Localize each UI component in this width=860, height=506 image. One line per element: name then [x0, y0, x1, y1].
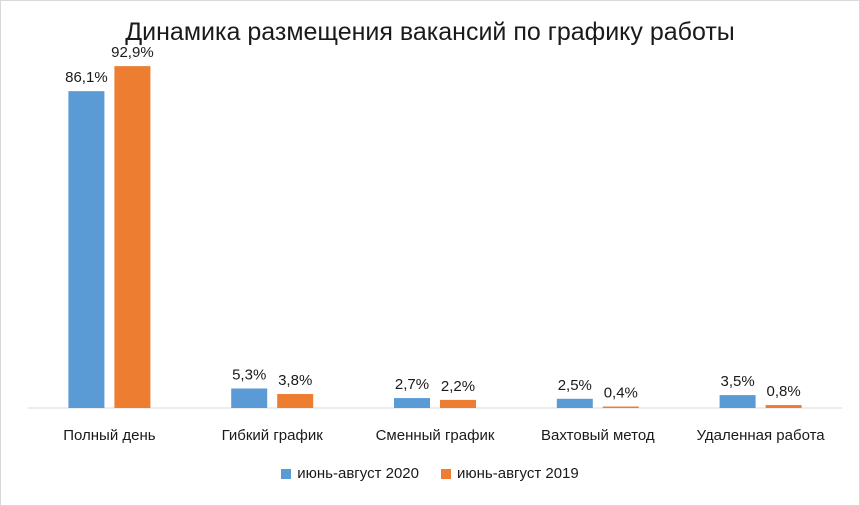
category-label-4: Вахтовый метод [541, 427, 655, 444]
data-label-series-1-1: 86,1% [65, 69, 108, 86]
bar-series-1-2 [231, 388, 268, 408]
bar-series-2-5 [765, 405, 802, 408]
chart-title: Динамика размещения вакансий по графику … [125, 18, 735, 46]
bar-series-2-3 [440, 399, 476, 408]
bar-series-1-3 [394, 398, 430, 408]
data-label-series-2-3: 2,2% [441, 378, 475, 395]
category-label-5: Удаленная работа [697, 427, 826, 444]
bar-series-1-5 [719, 395, 756, 408]
bar-series-2-4 [602, 406, 639, 408]
legend: июнь-август 2020 июнь-август 2019 [0, 465, 860, 482]
category-label-3: Сменный график [376, 427, 495, 444]
legend-item-series-2: июнь-август 2019 [441, 465, 579, 482]
legend-label-series-1: июнь-август 2020 [297, 465, 419, 482]
bar-series-2-2 [277, 394, 314, 408]
bar-series-2-1 [114, 66, 151, 409]
data-label-series-1-2: 5,3% [232, 366, 266, 383]
legend-swatch-series-1 [281, 468, 292, 479]
data-label-series-1-3: 2,7% [395, 376, 429, 393]
data-label-series-1-4: 2,5% [558, 377, 592, 394]
category-label-1: Полный день [63, 427, 156, 444]
data-label-series-2-5: 0,8% [766, 383, 800, 400]
category-label-2: Гибкий график [222, 427, 324, 444]
bar-series-1-1 [68, 91, 105, 408]
legend-label-series-2: июнь-август 2019 [457, 465, 579, 482]
data-label-series-2-2: 3,8% [278, 372, 312, 389]
legend-item-series-1: июнь-август 2020 [281, 465, 419, 482]
data-label-series-2-4: 0,4% [604, 385, 638, 402]
data-label-series-1-5: 3,5% [720, 373, 754, 390]
legend-swatch-series-2 [441, 468, 451, 479]
bar-series-1-4 [556, 398, 593, 408]
data-label-series-2-1: 92,9% [111, 44, 154, 61]
